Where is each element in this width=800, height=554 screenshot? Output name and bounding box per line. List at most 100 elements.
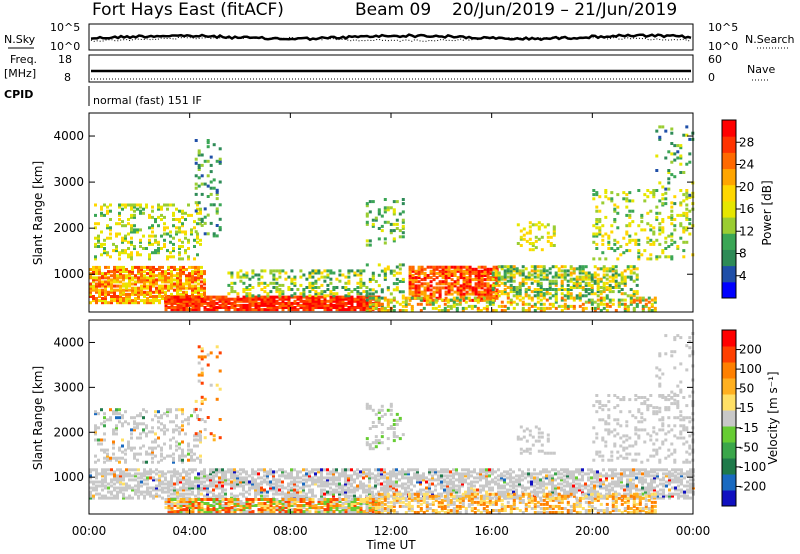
radar-echo [674,480,677,484]
radar-echo [374,476,377,480]
radar-echo [356,286,360,289]
radar-echo [137,288,140,292]
radar-echo [143,278,146,282]
radar-echo [596,306,600,310]
beam-label: Beam 09 [355,0,431,20]
radar-echo [386,206,390,210]
radar-echo [302,292,306,296]
radar-echo [392,210,396,214]
radar-echo [512,470,515,474]
radar-echo [536,281,540,285]
radar-echo [103,249,106,253]
radar-echo [190,213,193,217]
radar-echo [432,286,436,290]
radar-echo [578,470,581,474]
radar-echo [110,484,113,488]
radar-echo [128,284,131,288]
radar-echo [383,237,387,241]
radar-echo [164,478,167,482]
radar-echo [365,220,369,224]
radar-echo [296,476,299,480]
radar-echo [254,488,257,492]
radar-echo [365,488,368,492]
radar-echo [178,220,181,224]
radar-echo [655,255,659,259]
radar-echo [320,299,324,303]
radar-echo [149,490,152,494]
radar-echo [602,486,605,490]
radar-echo [617,302,621,306]
radar-echo [467,468,470,472]
radar-echo [269,301,273,305]
radar-echo [353,306,357,309]
radar-echo [437,476,440,480]
radar-echo [368,486,371,490]
radar-echo [497,273,501,277]
radar-echo [578,292,582,296]
radar-echo [479,488,482,492]
radar-echo [512,306,516,310]
radar-echo [170,280,173,284]
radar-echo [260,297,264,301]
radar-echo [209,295,213,299]
radar-echo [170,284,173,288]
radar-echo [365,298,369,302]
radar-echo [314,468,317,472]
radar-echo [172,247,175,250]
radar-echo [269,308,273,312]
radar-echo [482,470,485,474]
radar-echo [116,468,119,472]
radar-echo [281,269,285,273]
radar-echo [581,470,584,474]
radar-echo [662,496,665,500]
radar-echo [417,290,421,294]
radar-echo [224,478,227,482]
radar-echo [652,240,656,244]
radar-echo [326,288,330,291]
radar-echo [625,193,629,197]
radar-echo [140,492,143,496]
radar-echo [248,288,252,291]
radar-echo [242,480,245,484]
radar-echo [335,299,339,303]
radar-echo [182,299,186,303]
radar-echo [151,234,154,238]
radar-echo [462,278,466,282]
radar-echo [119,284,122,288]
radar-echo [614,273,618,277]
radar-echo [119,474,122,478]
radar-echo [503,281,507,285]
radar-echo [578,271,582,275]
radar-echo [317,292,321,296]
radar-echo [437,494,440,498]
radar-echo [233,484,236,488]
radar-echo [620,484,623,488]
radar-echo [92,280,95,284]
radar-echo [443,490,446,494]
radar-echo [227,308,231,312]
radar-echo [221,490,224,494]
radar-echo [143,496,146,500]
radar-echo [506,267,510,271]
radar-echo [626,309,630,312]
radar-echo [178,226,181,230]
radar-echo [209,170,213,174]
radar-echo [188,299,192,303]
radar-echo [350,295,354,299]
radar-echo [275,299,279,303]
radar-echo [305,299,309,303]
radar-echo [401,277,405,281]
radar-echo [200,303,204,307]
radar-echo [545,290,549,294]
radar-echo [395,490,398,494]
radar-echo [356,468,359,472]
radar-echo [446,494,449,498]
radar-echo [212,299,216,303]
radar-echo [644,298,648,302]
radar-echo [408,265,412,269]
radar-echo [670,234,674,238]
radar-echo [434,478,437,482]
radar-echo [455,490,458,494]
radar-echo [113,268,116,271]
radar-echo [629,482,632,486]
